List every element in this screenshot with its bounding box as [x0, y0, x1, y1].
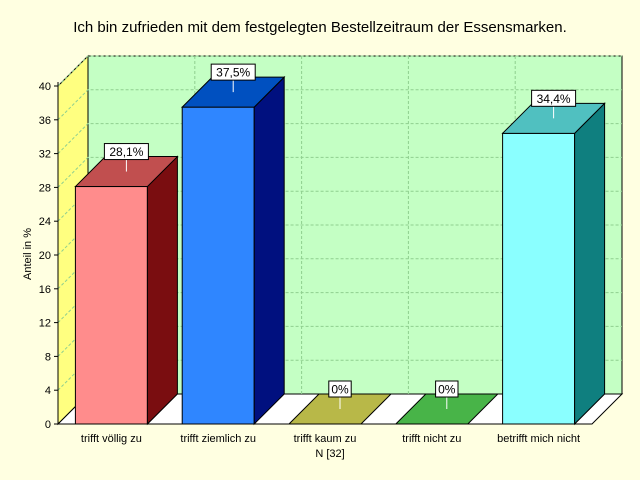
gridline-h — [57, 89, 622, 121]
data-label: 34,4% — [537, 92, 571, 106]
y-tick-label: 32 — [39, 149, 51, 161]
y-tick-label: 36 — [39, 115, 51, 127]
y-tick-label: 8 — [45, 351, 51, 363]
gridline-h — [57, 123, 622, 154]
y-tick-label: 16 — [39, 284, 51, 296]
x-tick-label: trifft völlig zu — [81, 433, 142, 445]
bar-side — [574, 102, 606, 426]
data-label-box — [103, 143, 149, 161]
y-tick-label: 40 — [39, 81, 51, 93]
data-label: 28,1% — [109, 145, 143, 159]
bar — [74, 186, 148, 425]
y-tick-label: 0 — [45, 419, 51, 431]
data-label: 37,5% — [216, 66, 250, 80]
x-tick-label: trifft nicht zu — [402, 433, 461, 445]
x-tick-label: betrifft mich nicht — [497, 433, 580, 445]
bar-side — [253, 75, 285, 426]
x-tick-label: trifft kaum zu — [294, 433, 357, 445]
y-tick-label: 4 — [45, 385, 51, 397]
data-label: 0% — [438, 383, 456, 397]
y-tick-label: 28 — [39, 182, 51, 194]
bar — [502, 132, 576, 425]
data-label: 0% — [331, 383, 349, 397]
y-tick-label: 12 — [39, 318, 51, 330]
gridline-h — [57, 156, 622, 188]
sample-size-label: N [32] — [315, 448, 345, 460]
gridline-h — [57, 55, 622, 87]
data-label-box — [210, 63, 256, 81]
bar-side — [146, 155, 178, 426]
bar — [181, 106, 255, 425]
chart-title: Ich bin zufrieden mit dem festgelegten B… — [73, 19, 567, 36]
y-tick-label: 24 — [39, 216, 51, 228]
data-label-box — [531, 89, 577, 107]
bar-top — [501, 102, 606, 134]
x-tick-label: trifft ziemlich zu — [180, 433, 256, 445]
data-label-box — [328, 380, 352, 398]
y-tick-label: 20 — [39, 250, 51, 262]
data-label-box — [435, 380, 459, 398]
